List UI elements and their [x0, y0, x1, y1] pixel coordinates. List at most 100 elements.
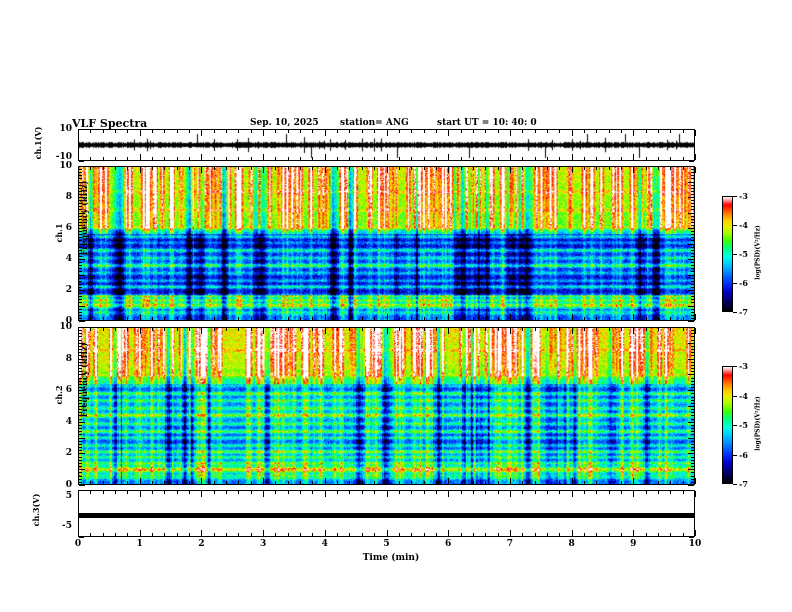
axis-tick	[424, 157, 425, 160]
axis-tick	[177, 491, 178, 494]
plot-title: VLF Spectra	[72, 117, 148, 130]
axis-tick	[79, 209, 82, 210]
axis-tick	[79, 231, 82, 232]
axis-tick	[288, 481, 289, 484]
axis-tick	[263, 130, 264, 136]
axis-tick	[633, 530, 634, 536]
axis-tick	[596, 157, 597, 160]
axis-tick	[300, 130, 301, 133]
axis-tick	[214, 167, 215, 170]
axis-tick	[238, 481, 239, 484]
axis-tick	[214, 317, 215, 320]
axis-tick	[691, 247, 694, 248]
axis-tick	[658, 157, 659, 160]
axis-tick	[688, 374, 694, 375]
axis-tick	[177, 130, 178, 133]
axis-tick	[670, 317, 671, 320]
x-axis-title: Time (min)	[362, 553, 420, 563]
axis-tick	[522, 491, 523, 494]
axis-tick	[691, 428, 694, 429]
axis-tick	[473, 167, 474, 170]
axis-tick	[90, 317, 91, 320]
axis-tick	[79, 315, 82, 316]
axis-tick	[621, 157, 622, 160]
axis-tick	[596, 317, 597, 320]
colorbar-tick-label-neg6: -6	[739, 450, 748, 460]
axis-tick	[79, 268, 82, 269]
axis-tick	[485, 130, 486, 133]
colorbar-tick-label-neg5: -5	[739, 249, 748, 259]
axis-tick	[79, 129, 84, 130]
ch2-spectrogram-panel	[78, 327, 695, 485]
axis-tick	[387, 530, 388, 536]
axis-tick	[78, 154, 79, 160]
axis-tick	[251, 167, 252, 170]
axis-tick	[79, 312, 82, 313]
axis-tick	[510, 130, 511, 136]
axis-tick	[621, 481, 622, 484]
axis-tick	[251, 317, 252, 320]
axis-tick	[79, 253, 82, 254]
axis-tick	[621, 317, 622, 320]
axis-tick	[691, 476, 694, 477]
axis-tick	[411, 533, 412, 536]
axis-tick	[362, 130, 363, 133]
axis-tick	[688, 469, 694, 470]
axis-tick	[79, 259, 85, 260]
axis-tick	[436, 167, 437, 170]
axis-tick	[691, 457, 694, 458]
axis-tick	[473, 157, 474, 160]
axis-tick	[695, 530, 696, 536]
axis-tick	[473, 328, 474, 331]
x-axis-tick-label-7: 7	[506, 539, 514, 549]
axis-tick	[387, 314, 388, 320]
axis-tick	[79, 244, 85, 245]
axis-tick	[152, 328, 153, 331]
axis-tick	[498, 491, 499, 494]
axis-tick	[609, 481, 610, 484]
axis-tick	[362, 157, 363, 160]
axis-tick	[535, 533, 536, 536]
axis-tick	[559, 328, 560, 331]
axis-tick	[691, 444, 694, 445]
axis-tick	[263, 491, 264, 497]
axis-tick	[79, 390, 85, 391]
colorbar-ch1-title: log(PSD)(V²/Hz)	[754, 225, 762, 280]
axis-tick	[695, 167, 696, 173]
axis-tick	[79, 161, 84, 162]
axis-tick	[448, 530, 449, 536]
axis-tick	[79, 250, 82, 251]
axis-tick	[535, 481, 536, 484]
axis-tick	[691, 419, 694, 420]
axis-tick	[691, 434, 694, 435]
axis-tick	[275, 481, 276, 484]
axis-tick	[349, 130, 350, 133]
axis-tick	[238, 130, 239, 133]
axis-tick	[670, 533, 671, 536]
axis-tick	[691, 200, 694, 201]
axis-tick	[691, 299, 694, 300]
axis-tick	[189, 167, 190, 170]
ch1-ytick-bottom: -10	[55, 152, 72, 162]
axis-tick	[461, 533, 462, 536]
axis-tick	[226, 481, 227, 484]
axis-tick	[547, 491, 548, 494]
axis-tick	[325, 478, 326, 484]
axis-tick	[226, 491, 227, 494]
axis-tick	[79, 428, 82, 429]
ch2-freq-ytick-6: 6	[65, 385, 72, 395]
axis-tick	[79, 460, 82, 461]
axis-tick	[691, 393, 694, 394]
axis-tick	[115, 491, 116, 494]
axis-tick	[621, 491, 622, 494]
axis-tick	[79, 340, 82, 341]
axis-tick	[79, 293, 82, 294]
axis-tick	[140, 491, 141, 497]
axis-tick	[79, 278, 82, 279]
axis-tick	[646, 328, 647, 331]
colorbar-tick-label-neg7: -7	[739, 479, 748, 489]
axis-tick	[374, 533, 375, 536]
axis-tick	[485, 167, 486, 170]
axis-tick	[300, 481, 301, 484]
ch1-waveform-panel	[78, 129, 695, 161]
